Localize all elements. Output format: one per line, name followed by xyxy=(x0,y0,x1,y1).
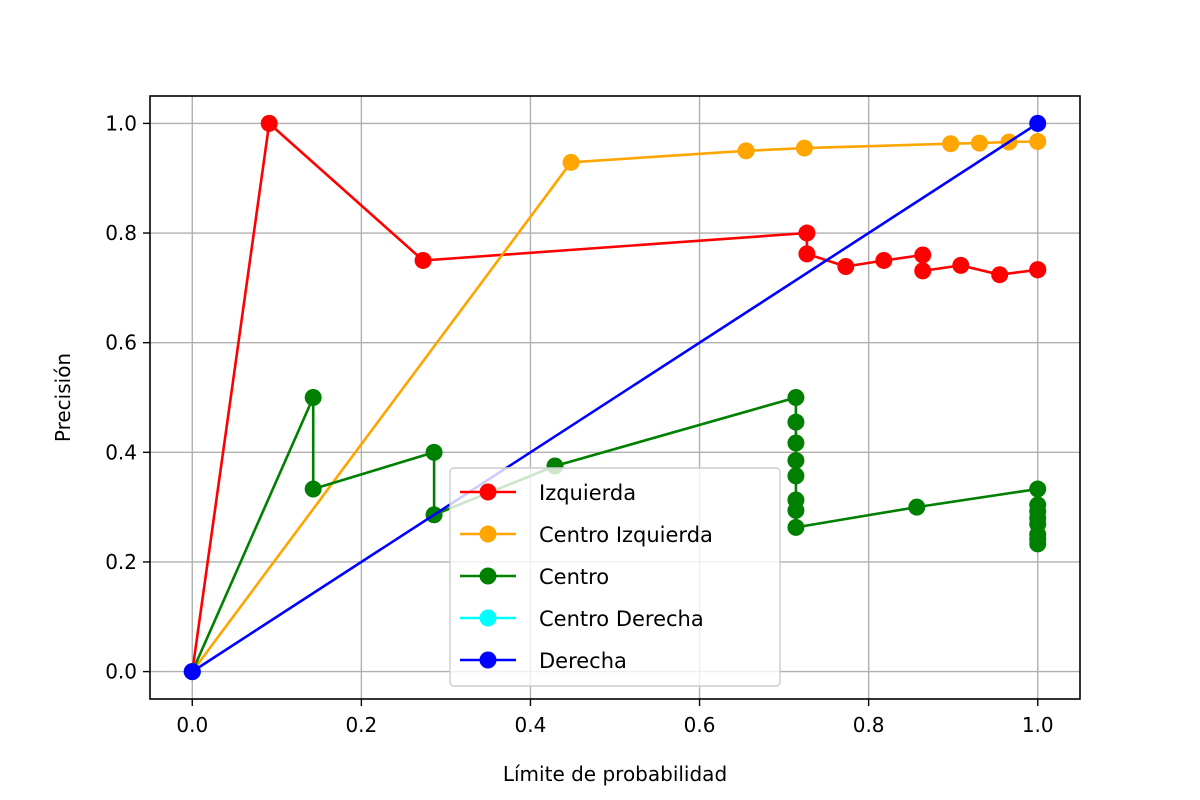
y-tick-label: 0.4 xyxy=(105,440,137,464)
data-point-izquierda xyxy=(991,266,1009,284)
y-tick-label: 0.2 xyxy=(105,550,137,574)
data-point-centro xyxy=(1029,535,1047,553)
x-tick-label: 1.0 xyxy=(1022,713,1054,737)
data-point-centro xyxy=(304,389,322,406)
data-point-izquierda xyxy=(798,224,816,242)
series-centro xyxy=(183,389,1047,681)
data-point-centro xyxy=(787,434,805,452)
series-layer xyxy=(183,114,1047,681)
data-point-centro xyxy=(425,443,443,461)
data-point-izquierda xyxy=(875,251,893,269)
legend-label: Izquierda xyxy=(539,481,636,505)
y-tick-label: 1.0 xyxy=(105,111,137,135)
legend-label: Centro Izquierda xyxy=(539,523,713,547)
legend-label: Derecha xyxy=(539,649,627,673)
data-point-izquierda xyxy=(798,245,816,263)
legend-marker-swatch xyxy=(479,567,497,585)
data-point-centro xyxy=(787,501,805,519)
data-point-izquierda xyxy=(952,256,970,274)
legend-entry-centro-izquierda: Centro Izquierda xyxy=(460,523,713,547)
legend-marker-swatch xyxy=(479,651,497,669)
data-point-centro xyxy=(787,467,805,485)
data-point-derecha xyxy=(183,663,201,681)
data-point-centro-izquierda xyxy=(737,142,755,160)
data-point-centro xyxy=(304,480,322,498)
legend-marker-swatch xyxy=(479,525,497,543)
data-point-izquierda xyxy=(414,251,432,269)
grid-lines xyxy=(150,96,1080,699)
legend-label: Centro xyxy=(539,565,609,589)
x-axis-title: Límite de probabilidad xyxy=(503,762,727,786)
y-tick-label: 0.8 xyxy=(105,221,137,245)
data-point-centro xyxy=(1029,480,1047,498)
legend-marker-swatch xyxy=(479,483,497,501)
legend-box xyxy=(449,467,781,687)
data-point-izquierda xyxy=(837,257,855,275)
data-point-centro xyxy=(787,518,805,536)
data-point-izquierda xyxy=(260,114,278,132)
series-line-derecha xyxy=(191,122,1039,673)
data-point-izquierda xyxy=(1029,261,1047,279)
legend: Izquierda Centro Izquierda Centro Centro De… xyxy=(449,467,781,687)
data-point-centro xyxy=(787,413,805,431)
x-tick-label: 0.8 xyxy=(853,713,885,737)
data-point-centro xyxy=(787,452,805,470)
data-point-centro-izquierda xyxy=(1029,132,1047,150)
y-axis-title: Precisión xyxy=(51,353,75,442)
legend-entry-derecha: Derecha xyxy=(460,649,627,673)
data-point-centro-izquierda xyxy=(942,135,960,153)
x-tick-label: 0.6 xyxy=(684,713,716,737)
y-tick-label: 0.0 xyxy=(105,660,137,684)
legend-entry-centro-derecha: Centro Derecha xyxy=(460,607,704,631)
data-point-centro-izquierda xyxy=(970,134,988,152)
y-tick-label: 0.6 xyxy=(105,331,137,355)
legend-entry-centro: Centro xyxy=(460,565,609,589)
legend-entry-izquierda: Izquierda xyxy=(460,481,636,505)
x-tick-label: 0.2 xyxy=(345,713,377,737)
data-point-centro xyxy=(787,389,805,406)
series-derecha xyxy=(183,114,1047,681)
data-point-centro-izquierda xyxy=(795,139,813,157)
legend-marker-swatch xyxy=(479,609,497,627)
data-point-derecha xyxy=(1029,114,1047,132)
x-tick-label: 0.4 xyxy=(515,713,547,737)
x-tick-label: 0.0 xyxy=(176,713,208,737)
data-point-izquierda xyxy=(914,262,932,280)
axis-ticks: 0.0 0.2 0.4 0.6 0.8 1.0 0.0 0.2 0.4 0.6 0.8 1.0 xyxy=(105,111,1053,737)
data-point-izquierda xyxy=(914,246,932,264)
data-point-centro-izquierda xyxy=(562,153,580,171)
legend-label: Centro Derecha xyxy=(539,607,704,631)
plot-area-frame xyxy=(149,95,1081,700)
data-point-centro xyxy=(908,498,926,516)
